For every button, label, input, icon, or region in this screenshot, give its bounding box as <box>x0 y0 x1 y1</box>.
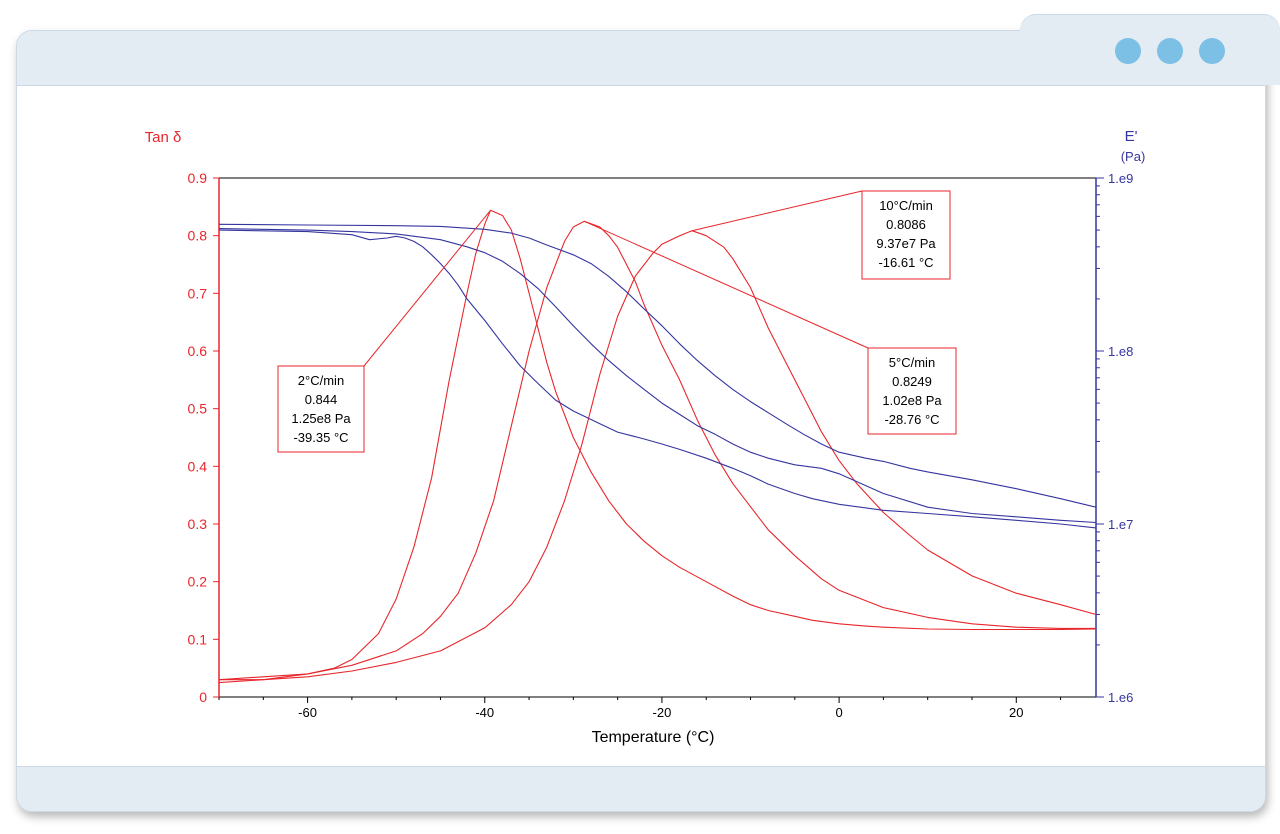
series-line-3 <box>219 230 1097 681</box>
annotation-text: -39.35 °C <box>293 430 348 445</box>
series-line-4 <box>218 229 1097 529</box>
window-controls <box>1115 38 1225 64</box>
y-left-tick-label: 0.5 <box>188 401 208 417</box>
y-right-label: E' <box>1125 128 1138 145</box>
annotation-text: 2°C/min <box>298 373 344 388</box>
annotation-text: -28.76 °C <box>884 412 939 427</box>
y-left-tick-label: 0.2 <box>188 574 208 590</box>
status-bar <box>17 766 1265 811</box>
y-left-tick-label: 0.3 <box>188 516 208 532</box>
x-tick-label: 0 <box>835 705 842 720</box>
series-line-2 <box>218 220 1096 684</box>
series-line-6 <box>218 223 1097 508</box>
annotation-box <box>867 347 957 435</box>
y-right-tick-label: 1.e6 <box>1108 690 1133 705</box>
x-axis-label: Temperature (°C) <box>592 729 715 746</box>
y-left-tick-label: 0.4 <box>188 458 208 474</box>
x-tick-label: -20 <box>653 705 672 720</box>
dot-icon[interactable] <box>1157 38 1183 64</box>
y-right-tick-label: 1.e9 <box>1108 171 1133 186</box>
x-tick-label: 20 <box>1009 705 1023 720</box>
annotation-text: 1.02e8 Pa <box>882 393 942 408</box>
window-controls-tab <box>1020 14 1280 85</box>
annotation-leader <box>691 190 863 232</box>
y-left-tick-label: 0.8 <box>188 228 208 244</box>
y-left-tick-label: 0.7 <box>188 285 208 301</box>
series-line-5 <box>218 228 1097 524</box>
annotation-text: 10°C/min <box>879 198 933 213</box>
annotation-text: 0.8086 <box>886 217 926 232</box>
y-right-tick-label: 1.e7 <box>1108 517 1133 532</box>
y-right-tick-label: 1.e8 <box>1108 344 1133 359</box>
dot-icon[interactable] <box>1115 38 1141 64</box>
annotation-box <box>861 190 951 280</box>
x-tick-label: -60 <box>298 705 317 720</box>
annotation-text: 0.844 <box>305 392 338 407</box>
y-left-tick-label: 0.1 <box>188 631 208 647</box>
annotation-text: 5°C/min <box>889 355 935 370</box>
annotation-text: 0.8249 <box>892 374 932 389</box>
annotation-leader <box>363 209 491 367</box>
y-left-tick-label: 0.6 <box>188 343 208 359</box>
x-tick-label: -40 <box>475 705 494 720</box>
annotation-text: -16.61 °C <box>878 255 933 270</box>
y-right-unit: (Pa) <box>1121 149 1146 164</box>
annotation-box <box>277 365 365 453</box>
dot-icon[interactable] <box>1199 38 1225 64</box>
y-left-label: Tan δ <box>145 129 182 146</box>
y-left-tick-label: 0.9 <box>188 170 208 186</box>
app-window <box>16 30 1266 812</box>
y-left-tick-label: 0 <box>199 689 207 705</box>
annotation-text: 1.25e8 Pa <box>291 411 351 426</box>
series-line-1 <box>218 209 1097 681</box>
annotation-text: 9.37e7 Pa <box>876 236 936 251</box>
annotation-leader <box>584 220 869 349</box>
